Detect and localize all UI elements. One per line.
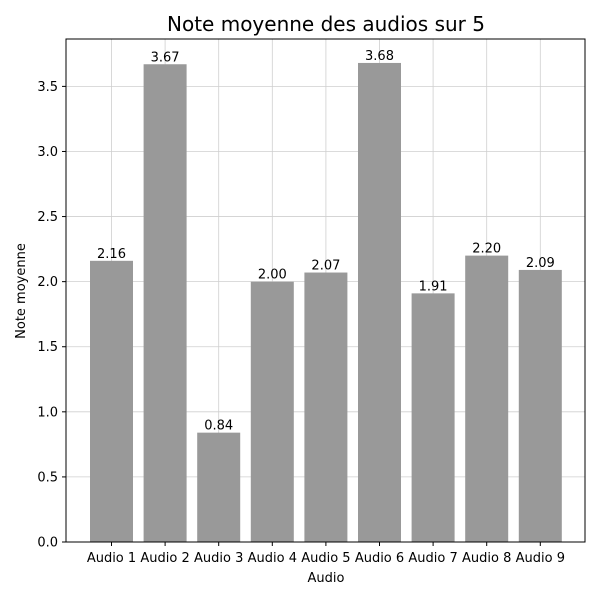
y-axis-label: Note moyenne bbox=[14, 243, 29, 339]
bar bbox=[90, 260, 133, 542]
y-tick-label: 1.0 bbox=[37, 405, 58, 420]
data-label: 2.09 bbox=[526, 256, 555, 271]
data-label: 2.07 bbox=[311, 259, 340, 274]
y-tick-label: 0.5 bbox=[37, 470, 58, 485]
chart-title: Note moyenne des audios sur 5 bbox=[167, 12, 485, 36]
data-labels: 2.16 3.67 0.84 2.00 2.07 3.68 1.91 2.20 2.09 bbox=[97, 49, 555, 434]
y-axis: 0.0 0.5 1.0 1.5 2.0 2.5 3.0 3.5 bbox=[37, 80, 66, 551]
y-tick-label: 2.5 bbox=[37, 210, 58, 225]
x-tick-label: Audio 8 bbox=[462, 551, 511, 566]
data-label: 0.84 bbox=[204, 419, 233, 434]
data-label: 2.16 bbox=[97, 247, 126, 262]
x-tick-label: Audio 1 bbox=[87, 551, 136, 566]
y-tick-label: 0.0 bbox=[37, 536, 58, 551]
bar bbox=[518, 269, 562, 542]
data-label: 2.20 bbox=[472, 242, 501, 257]
x-axis: Audio 1 Audio 2 Audio 3 Audio 4 Audio 5 Audio… bbox=[87, 542, 565, 566]
data-label: 1.91 bbox=[419, 279, 448, 294]
data-label: 3.67 bbox=[151, 50, 180, 65]
data-label: 3.68 bbox=[365, 49, 394, 64]
bar bbox=[143, 64, 187, 542]
bar bbox=[197, 432, 241, 542]
bar bbox=[358, 62, 401, 542]
x-tick-label: Audio 2 bbox=[140, 551, 189, 566]
x-axis-label: Audio bbox=[308, 571, 345, 586]
x-tick-label: Audio 7 bbox=[408, 551, 457, 566]
x-tick-label: Audio 4 bbox=[248, 551, 297, 566]
bars bbox=[90, 62, 562, 542]
x-tick-label: Audio 9 bbox=[516, 551, 565, 566]
y-tick-label: 3.0 bbox=[37, 145, 58, 160]
bar bbox=[250, 281, 294, 542]
bar bbox=[465, 255, 509, 542]
x-tick-label: Audio 6 bbox=[355, 551, 404, 566]
x-tick-label: Audio 3 bbox=[194, 551, 243, 566]
y-tick-label: 3.5 bbox=[37, 80, 58, 95]
y-tick-label: 2.0 bbox=[37, 275, 58, 290]
data-label: 2.00 bbox=[258, 268, 287, 283]
y-tick-label: 1.5 bbox=[37, 340, 58, 355]
x-tick-label: Audio 5 bbox=[301, 551, 350, 566]
bar bbox=[304, 272, 348, 542]
bar bbox=[411, 293, 455, 542]
